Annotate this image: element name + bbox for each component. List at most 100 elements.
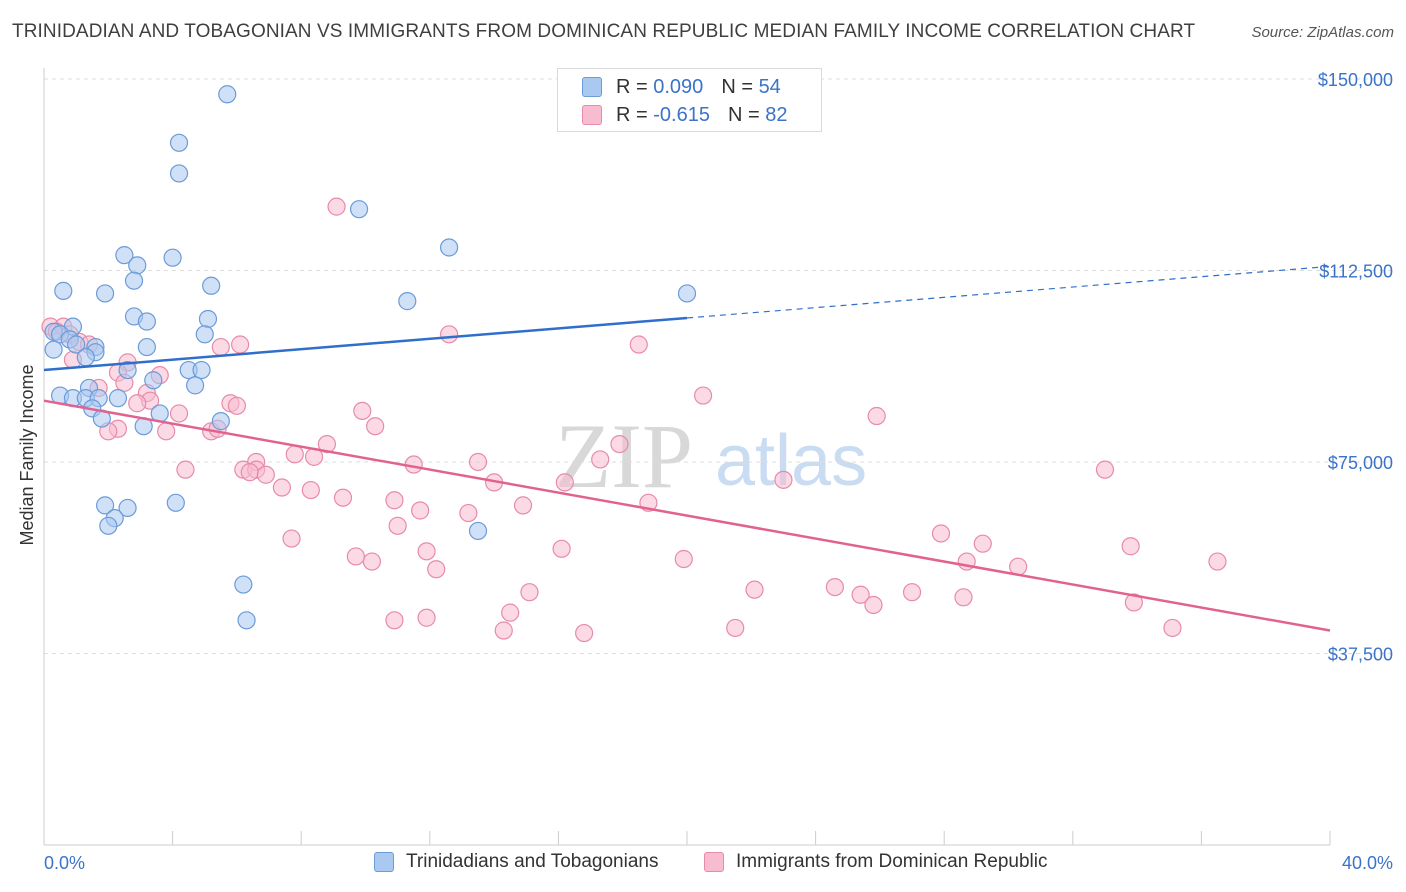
legend-label-pink: Immigrants from Dominican Republic: [736, 851, 1048, 872]
pink-point: [439, 325, 459, 344]
pink-point: [591, 450, 610, 469]
pink-point: [629, 335, 648, 354]
blue-point: [202, 276, 221, 295]
pink-point: [973, 534, 992, 553]
blue-point: [186, 376, 205, 395]
blue-point: [439, 238, 459, 257]
pink-point: [176, 460, 195, 479]
blue-point: [137, 337, 156, 357]
pink-point: [411, 501, 430, 520]
blue-n-value: 54: [758, 75, 781, 98]
pink-point: [1208, 552, 1227, 571]
watermark-atlas: atlas: [715, 421, 867, 501]
blue-point: [237, 611, 256, 630]
pink-point: [931, 524, 951, 543]
pink-point: [157, 422, 176, 441]
blue-swatch: [582, 77, 602, 97]
blue-point: [54, 281, 73, 300]
blue-point: [218, 85, 237, 104]
blue-point: [398, 292, 417, 311]
chart-title: TRINIDADIAN AND TOBAGONIAN VS IMMIGRANTS…: [12, 21, 1196, 42]
pink-point: [774, 470, 793, 489]
pink-point: [902, 583, 922, 602]
y-tick-label: $75,000: [1328, 453, 1393, 473]
trend-lines: [43, 265, 1331, 632]
blue-point: [124, 271, 144, 290]
pink-point: [1121, 537, 1140, 556]
pink-point: [427, 560, 446, 579]
blue-point: [198, 309, 218, 329]
blue-point: [44, 340, 63, 359]
legend-row-blue: R = 0.090 N = 54: [582, 73, 781, 101]
y-tick-label: $150,000: [1318, 70, 1393, 90]
blue-point: [76, 348, 95, 367]
pink-point: [555, 473, 574, 492]
watermark-zip: ZIP: [555, 405, 693, 507]
bottom-legend-blue: Trinidadians and Tobagonians: [374, 851, 658, 873]
pink-point: [169, 404, 189, 423]
pink-point: [417, 542, 436, 561]
blue-point: [67, 335, 86, 354]
blue-point: [195, 325, 214, 344]
blue-point: [349, 200, 369, 219]
blue-point: [166, 493, 185, 512]
blue-point: [137, 312, 156, 331]
blue-point: [192, 360, 211, 380]
pink-point: [513, 496, 533, 515]
pink-point: [385, 491, 404, 510]
r-label: R =: [616, 75, 648, 98]
pink-point: [385, 611, 404, 630]
blue-point: [677, 284, 697, 303]
pink-point: [468, 452, 488, 472]
pink-point: [256, 465, 275, 484]
pink-point: [494, 621, 513, 640]
pink-point: [851, 585, 870, 604]
pink-point: [388, 516, 407, 535]
blue-point: [108, 389, 128, 408]
x-tick-label: 40.0%: [1342, 853, 1393, 873]
grid-lines: [44, 78, 1395, 654]
pink-point: [1095, 460, 1115, 479]
pink-point: [333, 488, 353, 507]
y-axis-title: Median Family Income: [17, 364, 37, 545]
pink-point: [366, 417, 385, 436]
pink-point: [417, 608, 436, 627]
pink-point: [227, 396, 246, 415]
r-label: R =: [616, 103, 648, 126]
pink-point: [301, 480, 320, 500]
pink-point: [272, 478, 292, 497]
pink-point: [1124, 593, 1143, 612]
pink-point: [552, 539, 571, 558]
blue-point: [234, 575, 253, 594]
pink-swatch: [582, 105, 602, 125]
pink-point: [674, 549, 693, 569]
pink-point: [346, 547, 365, 566]
blue-point: [118, 498, 137, 518]
pink-point: [231, 335, 250, 354]
n-label: N =: [721, 75, 753, 98]
y-tick-label: $112,500: [1319, 261, 1393, 281]
pink-r-value: -0.615: [653, 103, 710, 126]
pink-point: [1163, 618, 1182, 638]
blue-trend-extension: [686, 265, 1331, 319]
pink-point: [825, 577, 844, 597]
blue-point: [128, 256, 147, 275]
blue-point: [169, 133, 189, 152]
blue-point: [144, 371, 163, 390]
x-tick-label: 0.0%: [44, 853, 85, 873]
legend-row-pink: R = -0.615 N = 82: [582, 101, 787, 129]
n-label: N =: [727, 103, 760, 126]
pink-point: [353, 401, 372, 421]
axes: [43, 68, 1331, 846]
blue-point: [163, 248, 182, 267]
bottom-legend-pink: Immigrants from Dominican Republic: [704, 851, 1048, 873]
y-tick-label: $37,500: [1328, 644, 1393, 664]
pink-point: [128, 394, 147, 413]
blue-r-value: 0.090: [653, 75, 704, 98]
pink-point: [867, 406, 886, 426]
pink-point: [282, 529, 301, 548]
axis-labels: $37,500 $75,000 $112,500 $150,000 0.0% 40.0% M…: [17, 70, 1393, 873]
pink-point: [211, 337, 230, 357]
legend-label-blue: Trinidadians and Tobagonians: [406, 851, 659, 872]
pink-point: [501, 603, 520, 622]
